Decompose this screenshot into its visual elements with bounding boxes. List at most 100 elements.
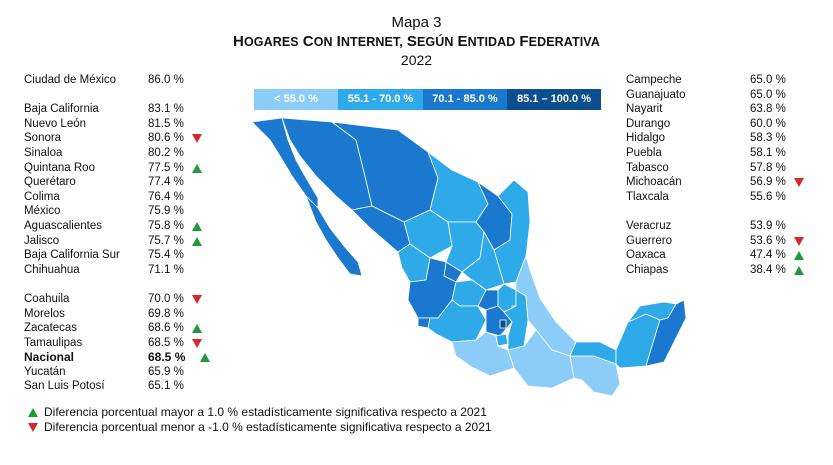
state-value: 86.0 % bbox=[148, 74, 184, 86]
state-name: Querétaro bbox=[24, 176, 76, 189]
state-value: 80.6 % bbox=[148, 132, 184, 145]
state-quintana-roo bbox=[645, 299, 687, 367]
state-name: México bbox=[24, 205, 61, 218]
state-estado-de-mexico bbox=[485, 305, 513, 337]
state-name: Oaxaca bbox=[626, 249, 666, 262]
triangle-up-icon bbox=[192, 324, 202, 334]
map-year: 2022 bbox=[400, 52, 433, 68]
triangle-down-icon bbox=[192, 134, 202, 144]
triangle-down-icon bbox=[192, 338, 202, 348]
triangle-up-icon bbox=[192, 221, 202, 231]
state-value: 68.6 % bbox=[148, 322, 184, 335]
state-name: Colima bbox=[24, 190, 60, 203]
state-name: Zacatecas bbox=[24, 322, 78, 335]
state-value: 83.1 % bbox=[148, 103, 184, 116]
state-name: Tlaxcala bbox=[626, 190, 669, 203]
map-title: Mapa 3 HOGARES CON INTERNET, SEGÚN ENTID… bbox=[0, 14, 833, 69]
triangle-up-icon bbox=[794, 265, 804, 275]
state-value: 65.0 % bbox=[750, 88, 786, 101]
legend-item: 70.1 - 85.0 % bbox=[423, 89, 507, 110]
state-name: Sonora bbox=[24, 132, 62, 145]
state-name: Yucatán bbox=[24, 365, 66, 378]
state-ciudad-de-mexico bbox=[499, 319, 507, 329]
legend-item: 85.1 – 100.0 % bbox=[507, 89, 601, 110]
triangle-up-icon bbox=[192, 236, 202, 246]
state-name: Coahuila bbox=[24, 292, 70, 305]
state-name: Guerrero bbox=[626, 234, 673, 247]
triangle-up-icon bbox=[28, 408, 38, 417]
triangle-up-icon bbox=[794, 251, 804, 261]
state-name: Sinaloa bbox=[24, 146, 63, 159]
state-value: 76.4 % bbox=[148, 190, 184, 203]
state-value: 69.8 % bbox=[148, 307, 184, 320]
state-name: Durango bbox=[626, 117, 671, 130]
state-value: 53.9 % bbox=[750, 219, 786, 232]
triangle-down-icon bbox=[794, 178, 804, 188]
state-value: 68.5 % bbox=[148, 350, 186, 365]
legend-item: < 55.0 % bbox=[254, 89, 338, 110]
legend-item: 55.1 - 70.0 % bbox=[338, 89, 423, 110]
state-name: Tabasco bbox=[626, 161, 669, 174]
state-baja-california-sur bbox=[305, 195, 363, 277]
state-value: 71.1 % bbox=[148, 263, 184, 276]
footnotes: Diferencia porcentual mayor a 1.0 % esta… bbox=[28, 405, 492, 435]
triangle-up-icon bbox=[192, 163, 202, 173]
state-name: Campeche bbox=[626, 74, 682, 86]
state-coahuila bbox=[427, 151, 489, 223]
state-name: Quintana Roo bbox=[24, 161, 95, 174]
state-name: Baja California Sur bbox=[24, 249, 120, 262]
state-name: Morelos bbox=[24, 307, 65, 320]
state-value: 55.6 % bbox=[750, 190, 786, 203]
triangle-down-icon bbox=[28, 423, 38, 432]
state-name: Aguascalientes bbox=[24, 219, 102, 232]
state-value: 65.1 % bbox=[148, 380, 184, 393]
state-value: 77.4 % bbox=[148, 176, 184, 189]
state-value: 58.1 % bbox=[750, 146, 786, 159]
state-value: 80.2 % bbox=[148, 146, 184, 159]
state-name: Nacional bbox=[24, 350, 75, 365]
state-name: Ciudad de México bbox=[24, 74, 117, 86]
state-value: 75.7 % bbox=[148, 234, 184, 247]
state-name: Hidalgo bbox=[626, 132, 665, 145]
state-value: 70.0 % bbox=[148, 292, 184, 305]
state-value: 60.0 % bbox=[750, 117, 786, 130]
state-name: Chiapas bbox=[626, 263, 669, 276]
state-value: 77.5 % bbox=[148, 161, 184, 174]
state-value: 65.0 % bbox=[750, 74, 786, 86]
state-name: Chihuahua bbox=[24, 263, 80, 276]
note-up: Diferencia porcentual mayor a 1.0 % esta… bbox=[28, 405, 492, 420]
state-value: 65.9 % bbox=[148, 365, 184, 378]
state-name: San Luis Potosí bbox=[24, 380, 105, 393]
state-value: 58.3 % bbox=[750, 132, 786, 145]
state-baja-california bbox=[251, 117, 319, 209]
triangle-down-icon bbox=[192, 294, 202, 304]
state-name: Nuevo León bbox=[24, 117, 87, 130]
triangle-up-icon bbox=[200, 353, 210, 363]
state-name: Tamaulipas bbox=[24, 336, 83, 349]
state-value: 56.9 % bbox=[750, 176, 786, 189]
state-value: 81.5 % bbox=[148, 117, 184, 130]
state-value: 68.5 % bbox=[148, 336, 184, 349]
state-name: Nayarit bbox=[626, 103, 663, 116]
map-number: Mapa 3 bbox=[391, 14, 442, 31]
state-value: 38.4 % bbox=[750, 263, 786, 276]
state-name: Veracruz bbox=[626, 219, 672, 232]
state-value: 53.6 % bbox=[750, 234, 786, 247]
state-value: 75.8 % bbox=[148, 219, 184, 232]
triangle-down-icon bbox=[794, 236, 804, 246]
state-value: 57.8 % bbox=[750, 161, 786, 174]
note-up-text: Diferencia porcentual mayor a 1.0 % esta… bbox=[44, 405, 487, 419]
state-name: Baja California bbox=[24, 103, 99, 116]
state-value: 47.4 % bbox=[750, 249, 786, 262]
state-value: 63.8 % bbox=[750, 103, 786, 116]
state-value: 75.9 % bbox=[148, 205, 184, 218]
state-name: Jalisco bbox=[24, 234, 60, 247]
state-name: Michoacán bbox=[626, 176, 682, 189]
note-down-text: Diferencia porcentual menor a -1.0 % est… bbox=[44, 420, 492, 434]
state-value: 75.4 % bbox=[148, 249, 184, 262]
note-down: Diferencia porcentual menor a -1.0 % est… bbox=[28, 420, 492, 435]
map-heading: HOGARES CON INTERNET, SEGÚN ENTIDAD FEDE… bbox=[233, 33, 600, 50]
map-legend: < 55.0 % 55.1 - 70.0 % 70.1 - 85.0 % 85.1 –… bbox=[254, 89, 601, 110]
state-name: Guanajuato bbox=[626, 88, 686, 101]
